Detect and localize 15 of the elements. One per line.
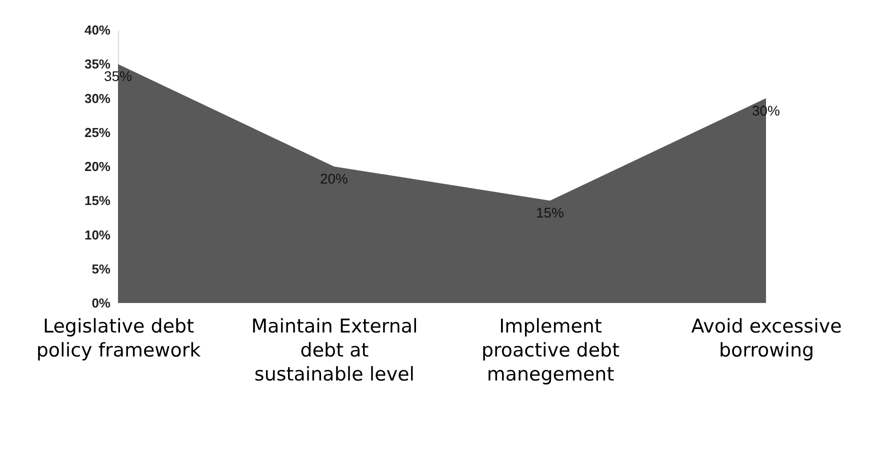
data-label: 15% — [536, 204, 564, 221]
y-tick-label: 40% — [84, 22, 111, 38]
x-tick-label: Implement proactive debt manegement — [481, 316, 620, 386]
y-tick-label: 30% — [84, 90, 111, 106]
y-tick-label: 5% — [92, 261, 111, 276]
y-tick-label: 20% — [84, 159, 111, 174]
data-label: 20% — [320, 170, 348, 186]
y-tick-label: 0% — [92, 296, 111, 310]
x-tick-label: Maintain External debt at sustainable level — [251, 316, 418, 386]
y-tick-label: 10% — [84, 227, 111, 242]
x-tick-label: Legislative debt policy framework — [36, 316, 201, 362]
y-tick-label: 25% — [84, 124, 111, 140]
data-label: 30% — [752, 102, 780, 118]
x-tick-label: Avoid excessive borrowing — [691, 316, 842, 362]
y-tick-label: 15% — [84, 193, 111, 208]
